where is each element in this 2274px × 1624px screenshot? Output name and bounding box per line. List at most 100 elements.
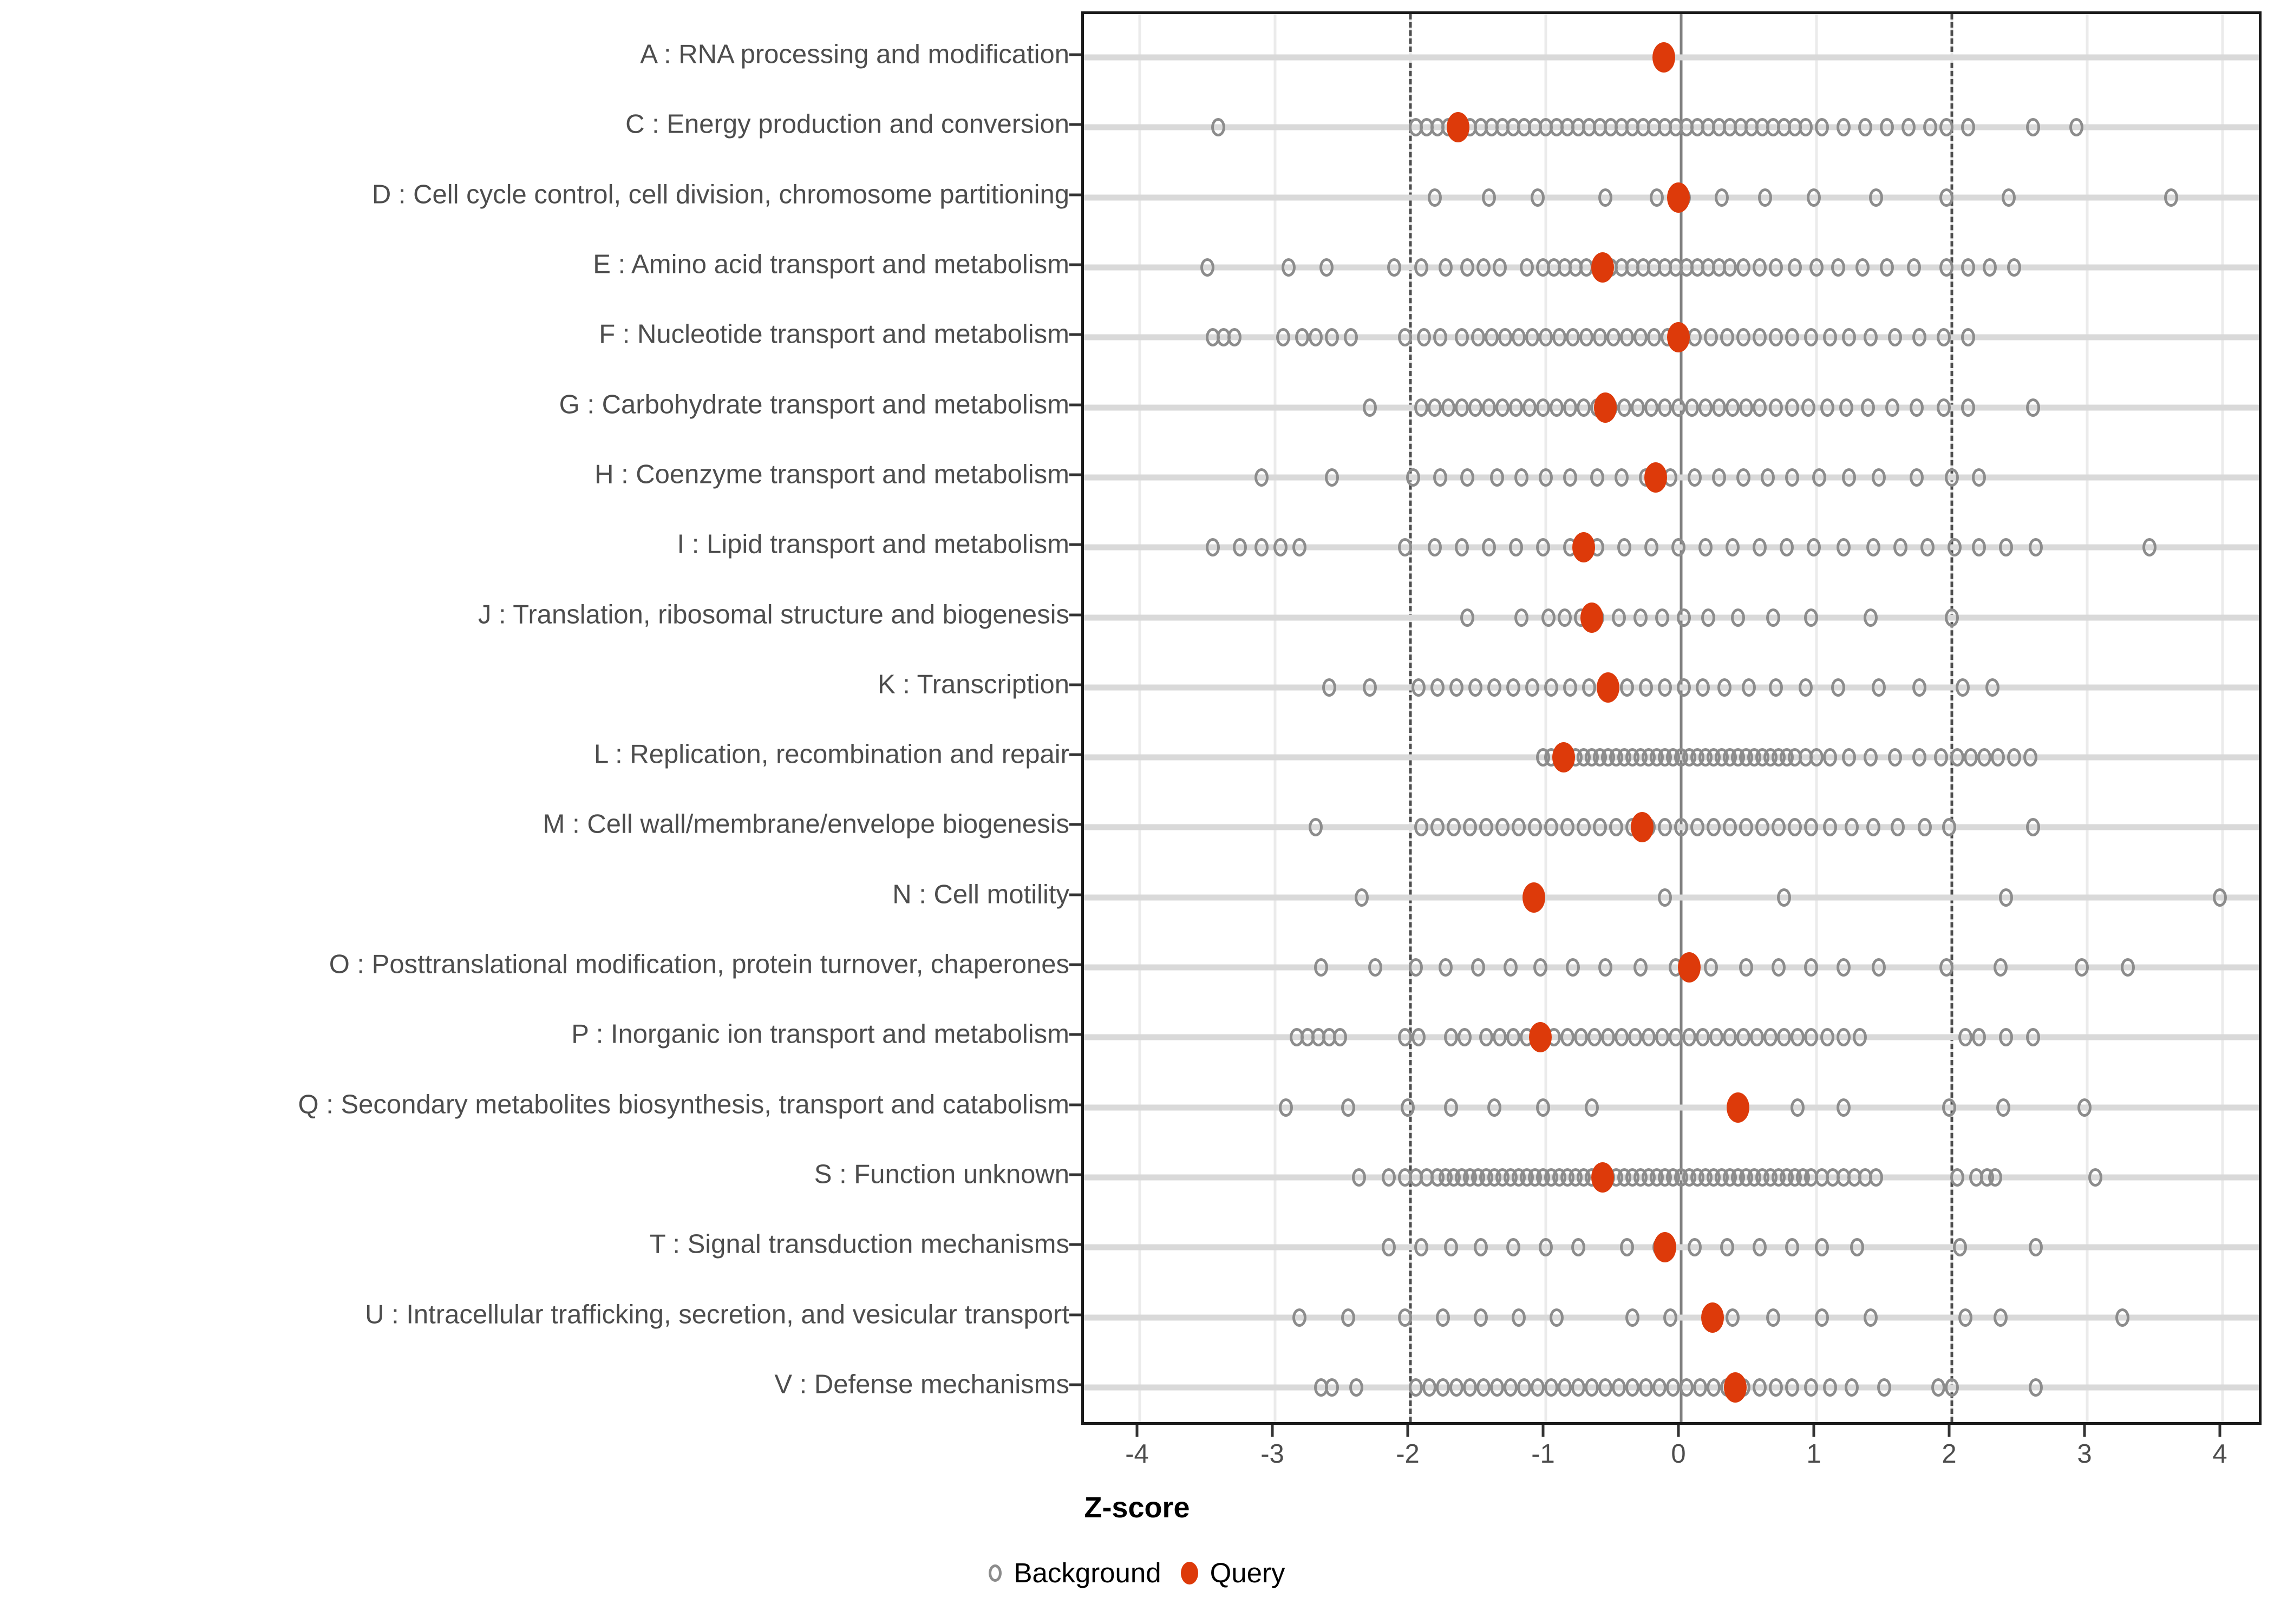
background-point [1633, 958, 1648, 977]
background-point [2075, 958, 2089, 977]
background-point [1441, 398, 1455, 417]
horizontal-gridline [1084, 1104, 2259, 1111]
background-point [2142, 538, 2157, 557]
background-point [1558, 608, 1572, 627]
background-point [1723, 818, 1737, 837]
background-point [1314, 958, 1328, 977]
legend-entry-query: Query [1180, 1559, 1285, 1587]
background-point [1769, 398, 1783, 417]
significance-threshold-line [1409, 14, 1412, 1422]
background-point [1872, 678, 1886, 697]
y-axis-tick [1069, 683, 1081, 686]
background-point [1401, 1098, 1415, 1117]
background-point [1482, 538, 1496, 557]
x-axis-tick [1271, 1425, 1274, 1437]
background-point [1815, 1308, 1829, 1327]
background-point [1560, 818, 1574, 837]
background-point [1837, 1098, 1851, 1117]
background-point [1901, 118, 1916, 137]
background-point [1788, 818, 1802, 837]
background-point [1994, 1308, 2008, 1327]
background-point [1487, 678, 1501, 697]
background-point [1739, 958, 1753, 977]
chart-legend: Background Query [0, 1559, 2274, 1587]
background-point [1631, 398, 1645, 417]
background-point [2029, 1378, 2043, 1397]
background-point [1428, 538, 1442, 557]
background-point [1406, 468, 1420, 487]
vertical-gridline [2086, 14, 2089, 1422]
background-point [1861, 398, 1875, 417]
background-point [1617, 538, 1631, 557]
background-point [1864, 1308, 1878, 1327]
background-point [1617, 398, 1631, 417]
query-point [1667, 322, 1690, 353]
x-axis-tick-label: -4 [1125, 1439, 1149, 1469]
y-axis-label: J : Translation, ribosomal structure and… [478, 600, 1069, 630]
background-point [1460, 608, 1474, 627]
background-point [2026, 1028, 2040, 1047]
background-point [1444, 1028, 1458, 1047]
background-point [1972, 1028, 1986, 1047]
background-point [1753, 1378, 1767, 1397]
background-point [1983, 258, 1997, 277]
background-point [1891, 818, 1905, 837]
background-point [1736, 1028, 1750, 1047]
background-point [1615, 468, 1629, 487]
background-point [1476, 1378, 1491, 1397]
background-point [1823, 328, 1837, 347]
background-point [1907, 258, 1921, 277]
background-point [1837, 958, 1851, 977]
background-point [1625, 1378, 1639, 1397]
background-point [1877, 1378, 1891, 1397]
background-point [1723, 258, 1737, 277]
background-point [1598, 1378, 1612, 1397]
background-point [1823, 1378, 1837, 1397]
background-point [1295, 328, 1309, 347]
background-point [1837, 118, 1851, 137]
background-point [1482, 188, 1496, 207]
background-point [1845, 818, 1859, 837]
query-point [1724, 1372, 1747, 1403]
background-point [1937, 328, 1951, 347]
background-point [1550, 1308, 1564, 1327]
background-point [1625, 1308, 1639, 1327]
background-point [2213, 888, 2227, 907]
background-point [1999, 538, 2013, 557]
background-point [1999, 888, 2013, 907]
background-point [1200, 258, 1214, 277]
y-axis-label: G : Carbohydrate transport and metabolis… [559, 390, 1069, 420]
background-point [1809, 748, 1824, 767]
y-axis-tick [1069, 963, 1081, 966]
background-point [1869, 1168, 1883, 1187]
background-point [1531, 1378, 1545, 1397]
background-point [1279, 1098, 1293, 1117]
background-point [1666, 1378, 1680, 1397]
x-axis-title: Z-score [1084, 1491, 1190, 1524]
background-point [1731, 608, 1745, 627]
background-point [1948, 538, 1962, 557]
background-point [1772, 818, 1786, 837]
background-point [1996, 1098, 2010, 1117]
background-point [1606, 328, 1620, 347]
background-point [2077, 1098, 2092, 1117]
background-point [1939, 188, 1953, 207]
background-point [1498, 328, 1512, 347]
background-point [1945, 1378, 1959, 1397]
y-axis-label: I : Lipid transport and metabolism [677, 529, 1069, 559]
background-point [1804, 958, 1818, 977]
x-axis-tick-label: -1 [1531, 1439, 1555, 1469]
background-point [1958, 1308, 1972, 1327]
background-point [1755, 818, 1769, 837]
background-point [1761, 468, 1775, 487]
background-point [2007, 748, 2021, 767]
background-point [1368, 958, 1382, 977]
background-point [1831, 258, 1845, 277]
background-point [1352, 1168, 1366, 1187]
query-point [1727, 1092, 1749, 1123]
background-point [1910, 398, 1924, 417]
y-axis-tick [1069, 1243, 1081, 1246]
query-point [1630, 812, 1654, 843]
query-point [1580, 602, 1603, 633]
y-axis-tick [1069, 543, 1081, 546]
